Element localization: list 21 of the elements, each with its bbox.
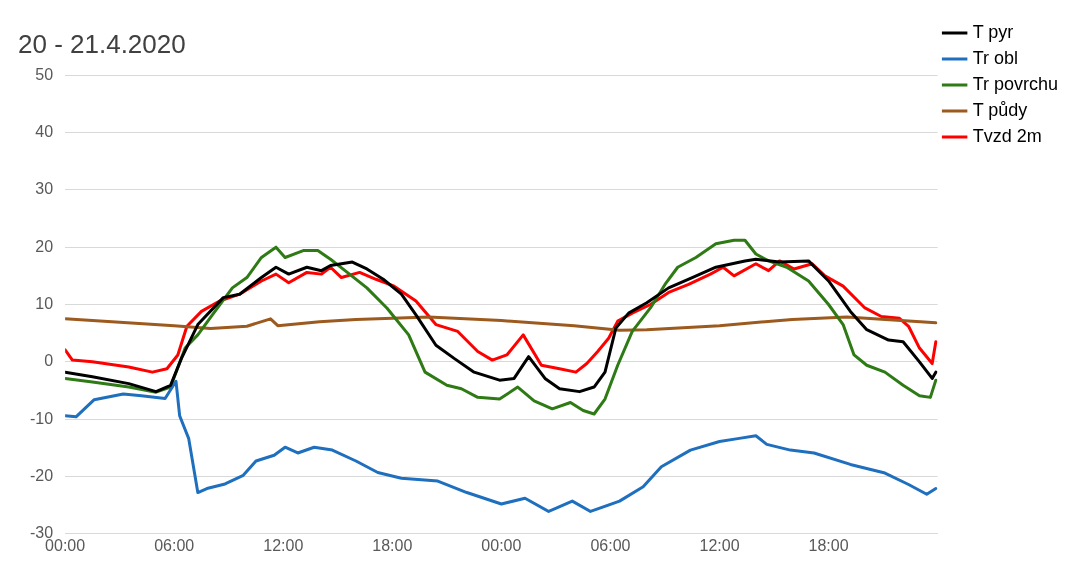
legend-label: Tr povrchu	[972, 73, 1058, 94]
y-tick-label: 50	[35, 65, 54, 83]
legend-label: T pyr	[972, 21, 1014, 42]
y-tick-label: 40	[35, 122, 54, 140]
y-tick-label: -20	[30, 466, 54, 484]
x-tick-label: 06:00	[590, 536, 631, 554]
x-tick-label: 00:00	[481, 536, 522, 554]
legend-label: T půdy	[972, 99, 1028, 120]
x-tick-label: 12:00	[699, 536, 740, 554]
y-tick-label: 0	[44, 352, 54, 370]
chart-title: 20 - 21.4.2020	[18, 28, 186, 59]
x-tick-label: 18:00	[808, 536, 849, 554]
x-tick-label: 18:00	[372, 536, 413, 554]
legend-label: Tr obl	[972, 47, 1018, 68]
y-tick-label: -10	[30, 409, 54, 427]
legend-label: Tvzd 2m	[972, 125, 1042, 146]
x-tick-label: 12:00	[263, 536, 304, 554]
y-tick-label: 10	[35, 294, 54, 312]
y-tick-label: 30	[35, 180, 54, 198]
y-tick-label: 20	[35, 237, 54, 255]
x-tick-label: 06:00	[154, 536, 195, 554]
